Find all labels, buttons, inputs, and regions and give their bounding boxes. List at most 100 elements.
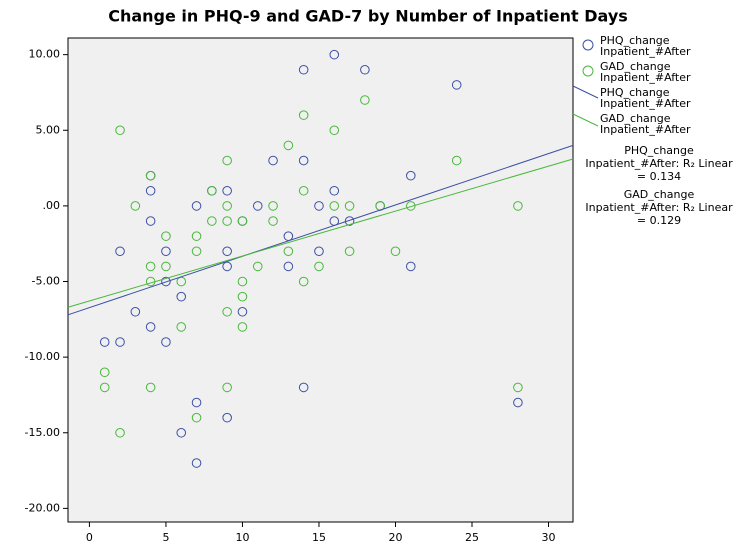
point (191, 246, 202, 257)
point (145, 170, 156, 181)
point (115, 246, 125, 257)
point (99, 382, 110, 393)
point (115, 125, 125, 136)
legend-line (572, 85, 599, 99)
point (191, 201, 202, 211)
y-tick-label: -15.00 (25, 426, 60, 439)
point (405, 170, 416, 181)
point (237, 276, 248, 287)
point (237, 291, 248, 302)
point (130, 201, 141, 211)
point (268, 201, 278, 211)
point (513, 201, 523, 211)
point (513, 382, 523, 393)
point (207, 216, 217, 226)
point (176, 322, 187, 332)
point (222, 201, 232, 211)
point (222, 216, 232, 226)
point (99, 367, 110, 378)
point (360, 95, 370, 105)
legend-line (572, 113, 599, 127)
point (161, 276, 171, 287)
point (329, 201, 340, 211)
point (161, 246, 171, 257)
point (298, 382, 309, 393)
point (191, 412, 202, 423)
point (360, 64, 370, 75)
point (329, 185, 340, 196)
x-tick-label: 15 (312, 531, 326, 544)
point (161, 337, 171, 347)
point (283, 246, 294, 257)
y-tick-label: 5.00 (36, 123, 61, 136)
point (451, 80, 462, 90)
point (145, 216, 156, 226)
x-tick-label: 0 (86, 531, 93, 544)
point (314, 246, 324, 257)
point (176, 291, 187, 302)
point (145, 185, 156, 196)
point (268, 216, 278, 226)
point (191, 231, 202, 241)
point (405, 261, 416, 272)
point (191, 397, 202, 408)
point (298, 110, 309, 120)
point (252, 261, 263, 272)
fit-line (67, 158, 574, 308)
point (283, 261, 294, 272)
point (145, 382, 156, 393)
point (283, 140, 294, 151)
legend-marker (582, 39, 594, 51)
point (222, 155, 232, 166)
legend-label: GAD_change Inpatient_#After (600, 60, 691, 84)
point (513, 397, 523, 408)
x-tick-label: 25 (465, 531, 479, 544)
legend-marker (582, 65, 594, 77)
point (451, 155, 462, 166)
point (298, 185, 309, 196)
point (344, 201, 355, 211)
y-tick-label: -20.00 (25, 501, 60, 514)
point (314, 261, 324, 272)
point (145, 322, 156, 332)
plot-area (67, 37, 574, 523)
y-tick-label: .00 (43, 199, 61, 212)
y-tick-label: -10.00 (25, 350, 60, 363)
point (130, 306, 141, 317)
point (252, 201, 263, 211)
fit-line (67, 144, 574, 316)
point (390, 246, 401, 257)
legend-label: PHQ_change Inpatient_#After (600, 34, 691, 58)
point (207, 185, 217, 196)
y-tick-label: 10.00 (29, 48, 61, 61)
point (298, 64, 309, 75)
point (222, 382, 232, 393)
point (298, 155, 309, 166)
point (145, 261, 156, 272)
point (344, 216, 355, 226)
point (237, 322, 248, 332)
point (115, 427, 125, 438)
chart-title: Change in PHQ-9 and GAD-7 by Number of I… (108, 7, 628, 26)
x-tick-label: 5 (162, 531, 169, 544)
point (329, 125, 340, 136)
legend-label: PHQ_change Inpatient_#After (600, 86, 691, 110)
point (115, 337, 125, 347)
point (237, 216, 248, 226)
x-tick-label: 10 (235, 531, 249, 544)
point (222, 261, 232, 272)
point (314, 201, 324, 211)
x-tick-label: 30 (542, 531, 556, 544)
r2-annotation: PHQ_change Inpatient_#After: R₂ Linear =… (585, 144, 733, 183)
point (237, 306, 248, 317)
point (222, 185, 232, 196)
point (344, 246, 355, 257)
point (222, 246, 232, 257)
r2-annotation: GAD_change Inpatient_#After: R₂ Linear =… (585, 188, 733, 227)
point (99, 337, 110, 347)
legend-label: GAD_change Inpatient_#After (600, 112, 691, 136)
point (222, 306, 232, 317)
point (191, 458, 202, 468)
